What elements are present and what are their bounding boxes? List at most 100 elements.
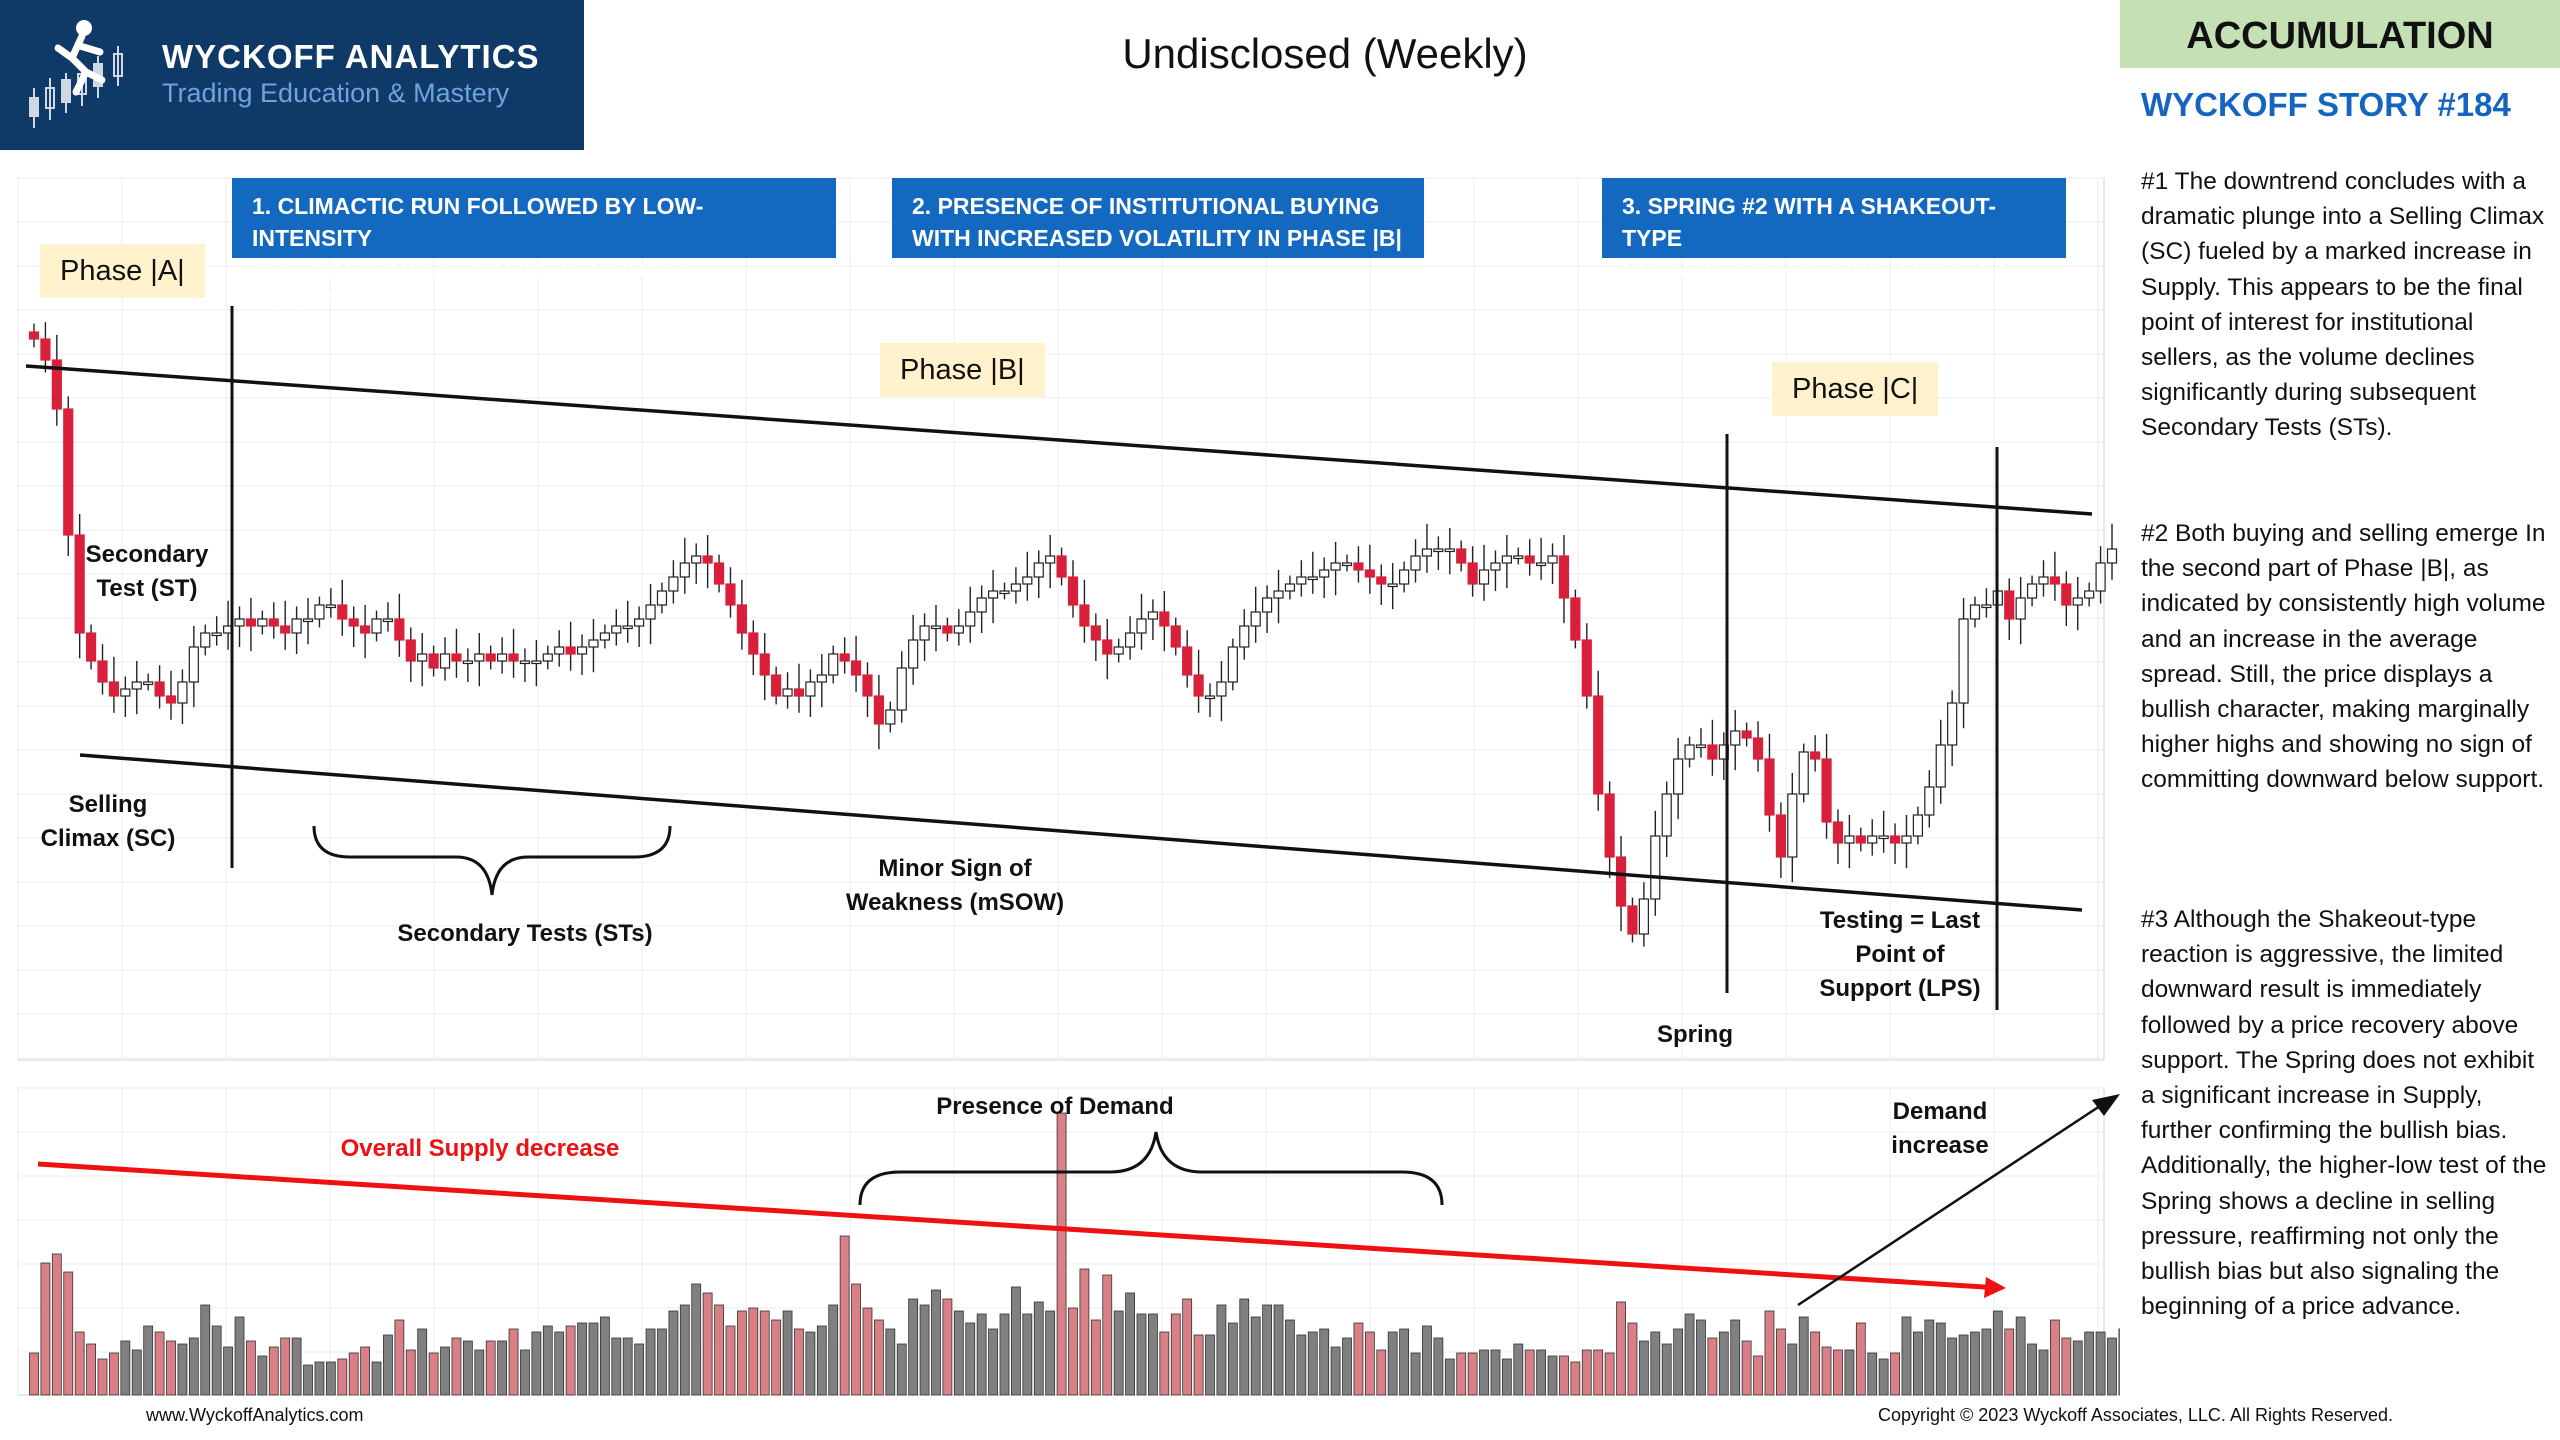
volume-bar (908, 1298, 919, 1396)
volume-bar (794, 1328, 804, 1396)
sts-brace (312, 825, 672, 896)
volume-bar (1353, 1322, 1364, 1396)
candle-body (1981, 604, 1992, 609)
volume-bar (200, 1304, 211, 1396)
annotation-lps-line2: Point of (1855, 941, 1945, 968)
phase-b-label: Phase |B| (880, 343, 1045, 397)
volume-bar (1536, 1349, 1547, 1396)
volume-bar (2038, 1349, 2049, 1396)
volume-bar (177, 1343, 188, 1396)
candle-body (257, 618, 268, 627)
candle-body (816, 674, 827, 683)
footer-copyright: Copyright © 2023 Wyckoff Associates, LLC… (1878, 1405, 2394, 1425)
volume-bar (1102, 1274, 1113, 1396)
candle-body (576, 646, 588, 655)
volume-bar (1661, 1343, 1672, 1396)
volume-bar (1273, 1304, 1284, 1396)
volume-bar (2072, 1340, 2083, 1396)
volume-bar (565, 1325, 576, 1396)
volume-bar (771, 1319, 782, 1396)
candle-body (1878, 835, 1889, 840)
phase-a-label: Phase |A| (40, 244, 205, 298)
volume-bar (714, 1304, 724, 1396)
candle-body (1113, 646, 1124, 655)
candle-body (531, 660, 542, 665)
insight-box-1-line2: TESTING SUGGESTING INSTITUTIONAL INACTIV… (252, 257, 693, 315)
demand-increase-arrow (1797, 1100, 2107, 1307)
volume-bar (1239, 1298, 1250, 1396)
candle-body (314, 604, 325, 620)
volume-bar (394, 1319, 405, 1396)
candle-body (1604, 793, 1615, 858)
candle-body (120, 688, 131, 697)
support-line (79, 753, 2083, 912)
volume-bar (1673, 1328, 1684, 1396)
candle-body (1033, 562, 1044, 578)
volume-bar (1581, 1349, 1592, 1396)
candle-body (782, 688, 793, 697)
candle-body (1832, 821, 1844, 844)
volume-bar (1547, 1355, 1558, 1396)
candle-body (74, 534, 85, 634)
volume-bar (29, 1352, 39, 1396)
volume-bar (2107, 1337, 2117, 1396)
annotation-selling-climax: Selling Climax (SC) (28, 788, 188, 856)
candle-body (1444, 548, 1455, 553)
volume-bar (1593, 1349, 1604, 1396)
volume-bar (1250, 1316, 1261, 1396)
candle-body (1615, 856, 1627, 907)
candle-body (497, 653, 508, 662)
volume-bar (348, 1352, 359, 1396)
volume-bar (1182, 1298, 1193, 1396)
candle-body (108, 681, 120, 697)
volume-bar (645, 1328, 656, 1396)
volume-bar (1650, 1331, 1661, 1396)
volume-bar (1296, 1334, 1307, 1396)
candle-body (154, 681, 165, 697)
volume-bar (1056, 1112, 1067, 1396)
volume-bar (1159, 1331, 1170, 1396)
candle-body (1912, 814, 1924, 837)
volume-bar (634, 1343, 645, 1396)
volume-bar (1068, 1307, 1078, 1396)
candle-body (987, 590, 999, 599)
candle-body (1593, 695, 1604, 795)
candle-body (908, 639, 919, 669)
volume-bar (1113, 1310, 1124, 1396)
volume-bar (1227, 1322, 1238, 1396)
volume-bar (86, 1343, 96, 1396)
candle-body (1969, 604, 1981, 620)
candle-body (291, 618, 302, 634)
volume-bar (1090, 1319, 1101, 1396)
candle-body (953, 625, 964, 634)
candle-body (1090, 625, 1101, 641)
candle-body (999, 590, 1010, 595)
candle-body (417, 653, 428, 662)
volume-bar (1627, 1322, 1638, 1396)
candle-body (439, 653, 451, 669)
volume-bar (828, 1304, 839, 1396)
candle-body (2015, 597, 2026, 620)
volume-bar (166, 1340, 176, 1396)
candle-body (474, 653, 485, 662)
candle-body (1947, 702, 1958, 746)
candle-body (1581, 639, 1592, 697)
volume-bar (1924, 1319, 1935, 1396)
annotation-lps-line3: Support (LPS) (1819, 975, 1981, 1002)
volume-bar (1730, 1319, 1741, 1396)
candle-body (554, 646, 565, 655)
candle-body (2095, 562, 2106, 592)
candle-body (1022, 576, 1033, 585)
supply-arrowhead (1984, 1277, 2006, 1298)
chart-title: Undisclosed (Weekly) (1122, 30, 1528, 77)
candle-body (1136, 618, 1147, 634)
volume-bar (485, 1340, 496, 1396)
candle-body (1193, 674, 1204, 697)
candle-body (245, 618, 257, 627)
candle-body (1261, 597, 1273, 613)
volume-bar (679, 1304, 690, 1396)
candle-body (1056, 555, 1067, 578)
candle-body (28, 331, 40, 340)
candle-body (143, 681, 154, 686)
volume-bar (759, 1310, 770, 1396)
